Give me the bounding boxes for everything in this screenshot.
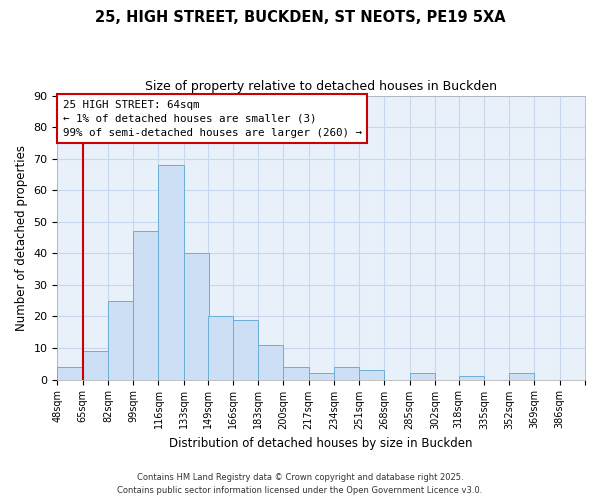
- Text: 25 HIGH STREET: 64sqm
← 1% of detached houses are smaller (3)
99% of semi-detach: 25 HIGH STREET: 64sqm ← 1% of detached h…: [62, 100, 362, 138]
- Bar: [208, 316, 233, 380]
- Bar: [258, 345, 283, 380]
- Bar: [108, 300, 133, 380]
- Text: Contains HM Land Registry data © Crown copyright and database right 2025.
Contai: Contains HM Land Registry data © Crown c…: [118, 474, 482, 495]
- Y-axis label: Number of detached properties: Number of detached properties: [15, 144, 28, 330]
- Text: 25, HIGH STREET, BUCKDEN, ST NEOTS, PE19 5XA: 25, HIGH STREET, BUCKDEN, ST NEOTS, PE19…: [95, 10, 505, 25]
- Bar: [509, 374, 535, 380]
- Bar: [158, 165, 184, 380]
- Bar: [458, 376, 484, 380]
- Title: Size of property relative to detached houses in Buckden: Size of property relative to detached ho…: [145, 80, 497, 93]
- Bar: [83, 351, 108, 380]
- Bar: [184, 254, 209, 380]
- Bar: [308, 374, 334, 380]
- X-axis label: Distribution of detached houses by size in Buckden: Distribution of detached houses by size …: [169, 437, 473, 450]
- Bar: [334, 367, 359, 380]
- Bar: [58, 367, 83, 380]
- Bar: [410, 374, 435, 380]
- Bar: [359, 370, 385, 380]
- Bar: [233, 320, 258, 380]
- Bar: [133, 232, 158, 380]
- Bar: [283, 367, 308, 380]
